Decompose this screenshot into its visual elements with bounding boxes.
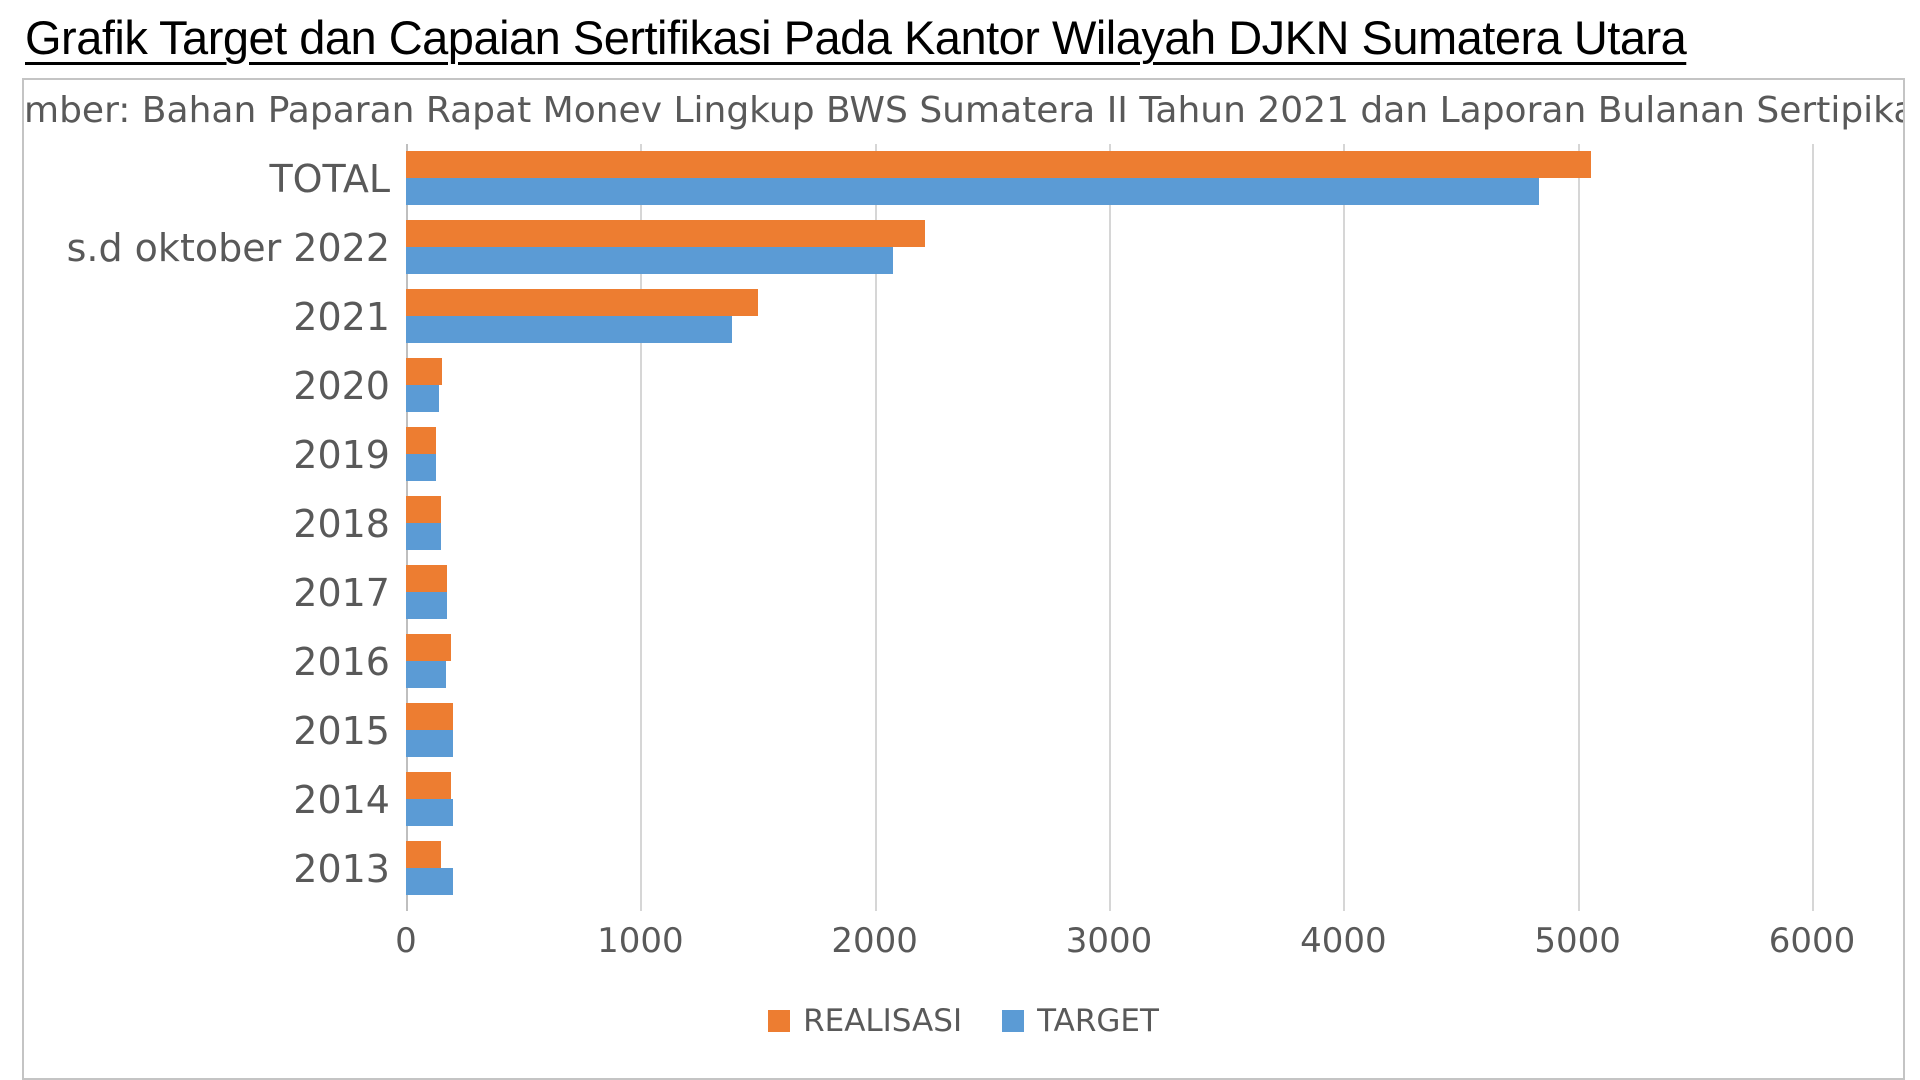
chart-row: 2015 <box>24 696 1903 765</box>
realisasi-bar <box>406 565 447 592</box>
bar-group <box>406 213 1903 282</box>
category-label: 2013 <box>293 846 390 891</box>
bar-group <box>406 282 1903 351</box>
realisasi-bar <box>406 151 1591 178</box>
bar-group <box>406 558 1903 627</box>
target-bar <box>406 868 453 895</box>
category-label: s.d oktober 2022 <box>66 225 390 270</box>
target-bar <box>406 592 447 619</box>
realisasi-bar <box>406 496 442 523</box>
category-label: 2020 <box>293 363 390 408</box>
target-bar <box>406 523 442 550</box>
chart-row: 2014 <box>24 765 1903 834</box>
chart-row: 2021 <box>24 282 1903 351</box>
legend-label-realisasi: REALISASI <box>803 1003 963 1039</box>
source-note: mber: Bahan Paparan Rapat Monev Lingkup … <box>24 90 1903 131</box>
target-bar <box>406 454 437 481</box>
realisasi-swatch-icon <box>768 1010 791 1032</box>
chart-row: 2013 <box>24 834 1903 903</box>
realisasi-bar <box>406 427 437 454</box>
plot-area: TOTAL s.d oktober 2022 2021 2020 2019 2018 201… <box>24 144 1903 969</box>
realisasi-bar <box>406 634 451 661</box>
category-label: 2015 <box>293 708 390 753</box>
chart-row: 2019 <box>24 420 1903 489</box>
chart-legend: REALISASI TARGET <box>24 1003 1903 1039</box>
category-label: 2014 <box>293 777 390 822</box>
x-tick-label: 2000 <box>831 921 918 961</box>
target-bar <box>406 178 1539 205</box>
gridline <box>1812 144 1814 911</box>
legend-item-target: TARGET <box>1002 1003 1159 1039</box>
x-tick-label: 0 <box>395 921 417 961</box>
category-label: 2017 <box>293 570 390 615</box>
chart-rows: TOTAL s.d oktober 2022 2021 2020 2019 2018 201… <box>24 144 1903 903</box>
target-bar <box>406 385 439 412</box>
bar-group <box>406 420 1903 489</box>
page-title: Grafik Target dan Capaian Sertifikasi Pa… <box>25 11 1687 64</box>
x-tick-label: 1000 <box>597 921 684 961</box>
category-label: 2016 <box>293 639 390 684</box>
target-bar <box>406 661 446 688</box>
bar-group <box>406 351 1903 420</box>
realisasi-bar <box>406 841 442 868</box>
target-swatch-icon <box>1002 1010 1025 1032</box>
chart-row: 2020 <box>24 351 1903 420</box>
chart-row: 2016 <box>24 627 1903 696</box>
legend-item-realisasi: REALISASI <box>768 1003 962 1039</box>
realisasi-bar <box>406 289 758 316</box>
chart-row: 2018 <box>24 489 1903 558</box>
bar-group <box>406 834 1903 903</box>
legend-label-target: TARGET <box>1037 1003 1159 1039</box>
realisasi-bar <box>406 220 926 247</box>
x-tick-label: 6000 <box>1768 921 1856 961</box>
x-tick-label: 5000 <box>1534 921 1621 961</box>
category-label: TOTAL <box>269 156 390 201</box>
realisasi-bar <box>406 703 453 730</box>
chart-row: TOTAL <box>24 144 1903 213</box>
target-bar <box>406 247 894 274</box>
bar-group <box>406 627 1903 696</box>
gridline <box>640 144 643 911</box>
chart-row: 2017 <box>24 558 1903 627</box>
bar-group <box>406 765 1903 834</box>
x-tick-label: 3000 <box>1065 921 1153 961</box>
gridline <box>874 144 877 911</box>
gridline <box>1577 144 1580 911</box>
gridline <box>1343 144 1346 911</box>
target-bar <box>406 316 732 343</box>
category-label: 2018 <box>293 501 390 546</box>
gridline <box>1109 144 1111 911</box>
category-label: 2021 <box>293 294 390 339</box>
bar-group <box>406 489 1903 558</box>
category-label: 2019 <box>293 432 390 477</box>
bar-group <box>406 144 1903 213</box>
x-axis: 0 1000 2000 3000 4000 5000 6000 <box>395 911 1903 969</box>
chart-row: s.d oktober 2022 <box>24 213 1903 282</box>
chart-panel: mber: Bahan Paparan Rapat Monev Lingkup … <box>22 78 1905 1080</box>
target-bar <box>406 799 453 826</box>
realisasi-bar <box>406 772 451 799</box>
bar-group <box>406 696 1903 765</box>
x-tick-label: 4000 <box>1300 921 1387 961</box>
realisasi-bar <box>406 358 443 385</box>
target-bar <box>406 730 453 757</box>
